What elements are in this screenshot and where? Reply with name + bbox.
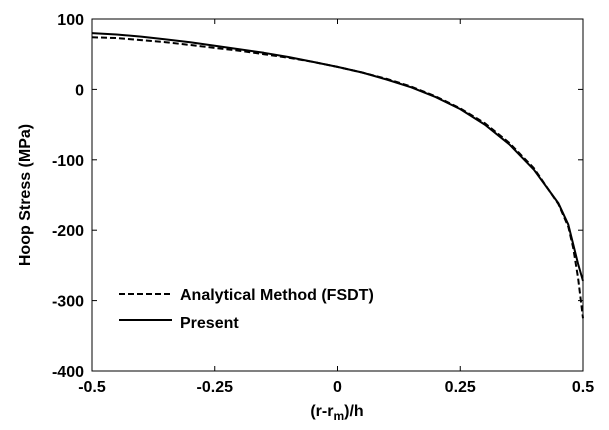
legend: Analytical Method (FSDT) Present bbox=[119, 287, 374, 332]
plot-area bbox=[91, 18, 584, 372]
series-group bbox=[91, 32, 584, 319]
x-tick-label: 0 bbox=[333, 379, 342, 396]
y-axis-ticks: 100 0 -100 -200 -300 -400 bbox=[52, 12, 583, 381]
y-tick-label: 0 bbox=[75, 82, 84, 99]
y-tick-label: 100 bbox=[57, 12, 84, 29]
legend-label-analytical: Analytical Method (FSDT) bbox=[180, 287, 374, 304]
legend-label-present: Present bbox=[180, 315, 239, 332]
y-axis-label: Hoop Stress (MPa) bbox=[17, 124, 34, 266]
y-tick-label: -100 bbox=[52, 153, 84, 170]
series-line-analytical bbox=[91, 36, 584, 319]
x-axis-label: (r-rm)/h bbox=[310, 403, 363, 423]
y-tick-label: -300 bbox=[52, 294, 84, 311]
y-tick-label: -400 bbox=[52, 364, 84, 381]
series-line-present bbox=[91, 32, 584, 282]
x-tick-label: 0.25 bbox=[445, 379, 476, 396]
x-tick-label: -0.5 bbox=[78, 379, 106, 396]
x-tick-label: -0.25 bbox=[197, 379, 234, 396]
x-axis-label-tail: )/h bbox=[344, 403, 364, 420]
x-axis-label-subscript: m bbox=[333, 409, 344, 423]
x-axis-ticks: -0.5 -0.25 0 0.25 0.5 bbox=[78, 19, 594, 396]
x-axis-label-main: (r-r bbox=[310, 403, 333, 420]
y-tick-label: -200 bbox=[52, 223, 84, 240]
x-tick-label: 0.5 bbox=[572, 379, 594, 396]
